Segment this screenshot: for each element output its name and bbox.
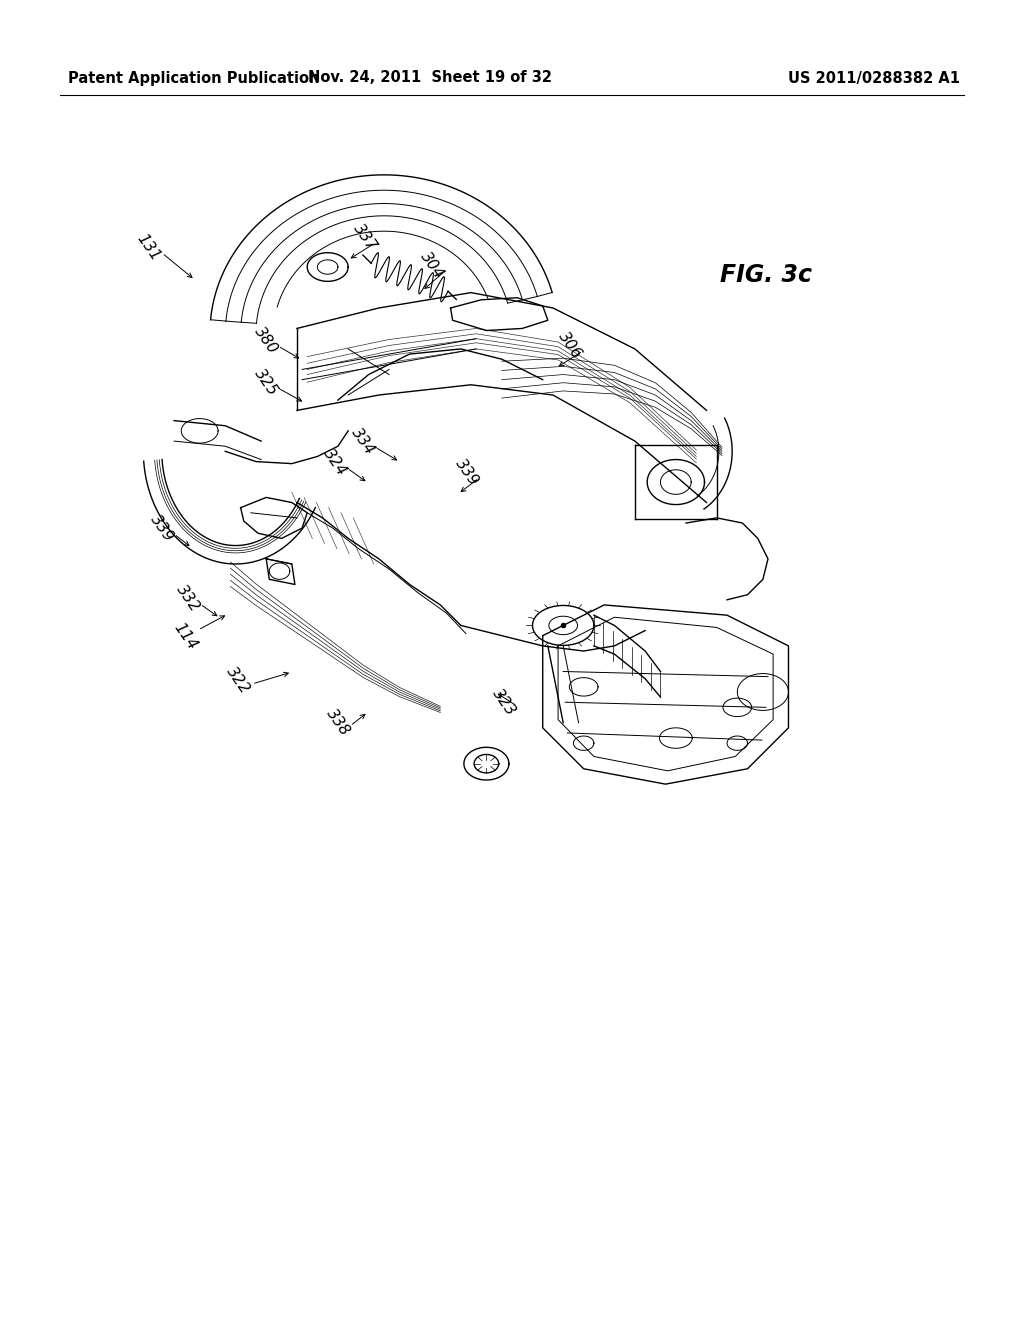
Text: 339: 339 [147, 512, 176, 544]
Text: 338: 338 [324, 706, 352, 738]
Text: 114: 114 [170, 619, 200, 652]
Text: 325: 325 [252, 366, 281, 399]
Text: 304: 304 [418, 248, 446, 281]
Text: 131: 131 [133, 231, 163, 263]
Text: Nov. 24, 2011  Sheet 19 of 32: Nov. 24, 2011 Sheet 19 of 32 [308, 70, 552, 86]
Text: FIG. 3c: FIG. 3c [720, 263, 812, 286]
Text: 337: 337 [350, 220, 380, 253]
Text: 306: 306 [555, 329, 585, 362]
Text: 332: 332 [173, 582, 203, 614]
Text: 324: 324 [321, 446, 349, 478]
Text: 380: 380 [252, 323, 281, 356]
Text: 323: 323 [489, 685, 518, 718]
Text: 322: 322 [223, 664, 253, 696]
Text: 339: 339 [453, 455, 481, 488]
Text: US 2011/0288382 A1: US 2011/0288382 A1 [788, 70, 961, 86]
Text: Patent Application Publication: Patent Application Publication [68, 70, 319, 86]
Text: 334: 334 [348, 425, 378, 457]
